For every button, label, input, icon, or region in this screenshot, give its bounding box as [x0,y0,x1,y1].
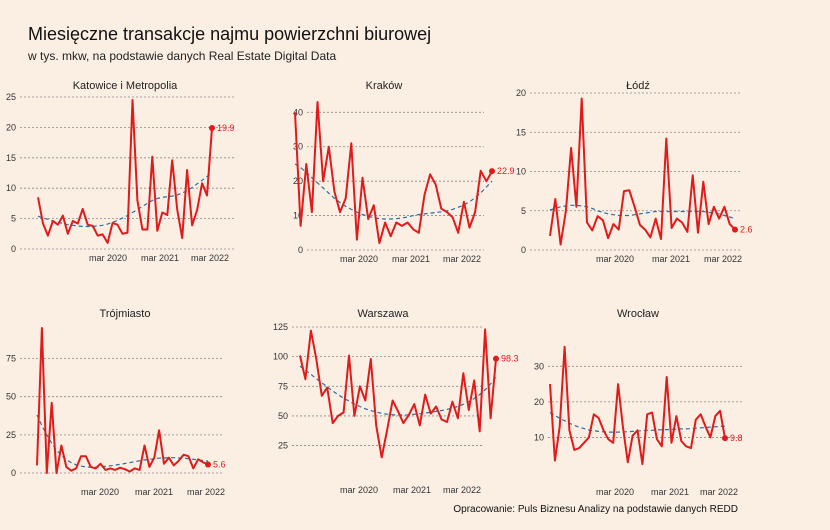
end-value-label: 2.6 [740,225,753,235]
chart-subtitle: w tys. mkw, na podstawie danych Real Est… [28,49,337,63]
panel-warszawa: Warszawa 25 50 75 100 125 mar 2020 mar 2021 mar … [262,300,522,500]
x-tick-label: mar 2020 [81,487,119,497]
panel-katowice-svg: Katowice i Metropolia 0 5 10 15 20 25 mar 2020 m… [6,80,235,263]
y-tick-label: 40 [293,107,303,117]
y-tick-label: 20 [516,88,526,98]
y-tick-label: 10 [534,432,544,442]
x-tick-label: mar 2021 [393,485,431,495]
end-value-label: 5.6 [213,459,226,469]
x-tick-label: mar 2021 [651,487,689,497]
panel-title: Łódź [626,80,650,92]
y-tick-label: 10 [293,211,303,221]
y-tick-label: 10 [6,183,16,193]
x-tick-label: mar 2020 [596,487,634,497]
panel-title: Katowice i Metropolia [73,80,178,92]
y-tick-label: 10 [516,167,526,177]
series-line [549,345,726,466]
x-tick-label: mar 2021 [141,253,179,263]
end-value-label: 98.3 [501,354,519,364]
trend-line [294,163,493,220]
x-tick-label: mar 2022 [191,253,229,263]
x-tick-label: mar 2022 [704,254,742,264]
end-point [209,125,215,132]
end-point [489,168,495,175]
y-tick-label: 75 [278,381,288,391]
panel-wroclaw: Wrocław 10 20 30 mar 2020 mar 2021 mar 2022 9.8 [520,300,790,500]
y-tick-label: 50 [278,411,288,421]
panel-krakow: Kraków 0 10 20 30 40 mar 2020 mar 2021 mar 2022 2… [262,72,522,272]
x-tick-label: mar 2020 [340,485,378,495]
x-tick-label: mar 2021 [652,254,690,264]
panel-wroclaw-svg: Wrocław 10 20 30 mar 2020 mar 2021 mar 2022 9.8 [534,308,743,497]
series-line [37,99,213,244]
y-tick-label: 25 [6,92,16,102]
panel-title: Trójmiasto [100,308,151,320]
source-note: Opracowanie: Puls Biznesu Analizy na pod… [453,504,738,515]
chart-title: Miesięczne transakcje najmu powierzchni … [28,24,432,44]
y-tick-label: 100 [273,352,288,362]
trend-line [299,365,497,416]
x-tick-label: mar 2021 [392,254,430,264]
x-tick-label: mar 2022 [443,485,481,495]
y-tick-label: 75 [6,354,16,364]
end-point [205,461,211,468]
trend-line [549,204,736,220]
y-tick-label: 20 [6,122,16,132]
series-line [36,327,209,474]
series-line [299,328,497,459]
trend-line [37,172,213,228]
series-line [294,101,493,245]
y-tick-label: 15 [6,153,16,163]
y-tick-label: 0 [11,468,16,478]
y-tick-label: 15 [516,127,526,137]
panel-title: Warszawa [358,308,410,320]
y-tick-label: 30 [534,361,544,371]
end-value-label: 9.8 [730,433,743,443]
end-value-label: 22.9 [497,166,515,176]
panel-title: Wrocław [617,308,659,320]
y-tick-label: 5 [521,206,526,216]
y-tick-label: 20 [534,397,544,407]
panel-trojmiasto-svg: Trójmiasto 0 25 50 75 mar 2020 mar 2021 mar 202… [6,308,226,497]
x-tick-label: mar 2022 [700,487,738,497]
panel-title: Kraków [366,80,403,92]
end-value-label: 19.9 [217,123,235,133]
trend-line [36,414,209,468]
y-tick-label: 5 [11,214,16,224]
y-tick-label: 0 [298,245,303,255]
y-tick-label: 30 [293,142,303,152]
x-tick-label: mar 2022 [443,254,481,264]
x-tick-label: mar 2021 [135,487,173,497]
y-tick-label: 0 [11,244,16,254]
y-tick-label: 25 [278,441,288,451]
end-point [493,355,499,362]
panel-lodz: Łódź 0 5 10 15 20 mar 2020 mar 2021 mar 2022 2.6 [516,72,790,272]
end-point [722,435,728,442]
y-tick-label: 125 [273,322,288,332]
y-tick-label: 50 [6,392,16,402]
end-point [732,226,738,233]
x-tick-label: mar 2020 [89,253,127,263]
panel-lodz-svg: Łódź 0 5 10 15 20 mar 2020 mar 2021 mar 2022 2.6 [516,80,753,264]
x-tick-label: mar 2020 [340,254,378,264]
y-tick-label: 0 [521,245,526,255]
panel-katowice: Katowice i Metropolia 0 5 10 15 20 25 mar 2020 m… [0,72,260,272]
panel-trojmiasto: Trójmiasto 0 25 50 75 mar 2020 mar 2021 mar 202… [0,300,260,500]
series-line [549,97,736,246]
x-tick-label: mar 2020 [596,254,634,264]
y-tick-label: 25 [6,430,16,440]
panel-warszawa-svg: Warszawa 25 50 75 100 125 mar 2020 mar 2021 mar … [273,308,519,495]
x-tick-label: mar 2022 [187,487,225,497]
